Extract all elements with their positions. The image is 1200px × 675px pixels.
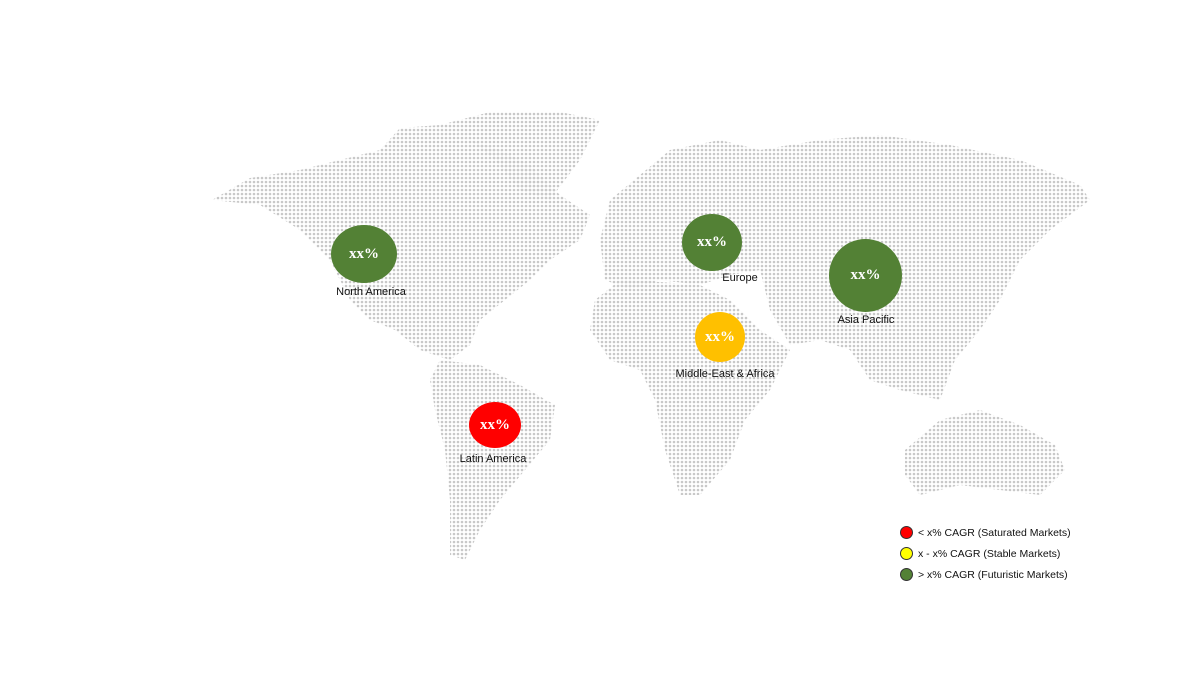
region-label-middle-east-africa: Middle-East & Africa — [675, 368, 775, 380]
europe-shape — [600, 140, 780, 290]
region-bubble-asia-pacific[interactable]: xx% — [829, 239, 902, 312]
australia-shape — [905, 410, 1065, 495]
greenland-shape — [440, 112, 600, 200]
red-dot-icon — [900, 526, 913, 539]
legend-label: > x% CAGR (Futuristic Markets) — [918, 568, 1068, 581]
north-america-shape — [212, 125, 590, 360]
legend-item-saturated: < x% CAGR (Saturated Markets) — [900, 522, 1071, 543]
region-bubble-europe[interactable]: xx% — [682, 214, 742, 271]
legend-label: x - x% CAGR (Stable Markets) — [918, 547, 1061, 560]
region-value: xx% — [349, 245, 379, 262]
legend-label: < x% CAGR (Saturated Markets) — [918, 526, 1071, 539]
green-dot-icon — [900, 568, 913, 581]
region-label-europe: Europe — [722, 272, 758, 284]
legend-item-futuristic: > x% CAGR (Futuristic Markets) — [900, 564, 1071, 585]
yellow-dot-icon — [900, 547, 913, 560]
region-label-latin-america: Latin America — [459, 453, 527, 465]
legend: < x% CAGR (Saturated Markets) x - x% CAG… — [900, 522, 1071, 585]
region-bubble-latin-america[interactable]: xx% — [469, 402, 521, 448]
region-value: xx% — [697, 234, 727, 250]
legend-item-stable: x - x% CAGR (Stable Markets) — [900, 543, 1071, 564]
region-bubble-middle-east-africa[interactable]: xx% — [695, 312, 745, 362]
region-value: xx% — [705, 328, 735, 345]
region-bubble-north-america[interactable]: xx% — [331, 225, 397, 283]
south-america-shape — [430, 360, 555, 560]
region-label-north-america: North America — [336, 286, 406, 298]
asia-shape — [760, 135, 1090, 400]
region-label-asia-pacific: Asia Pacific — [837, 314, 895, 326]
region-value: xx% — [480, 416, 510, 433]
africa-shape — [590, 280, 790, 495]
region-value: xx% — [850, 267, 881, 283]
